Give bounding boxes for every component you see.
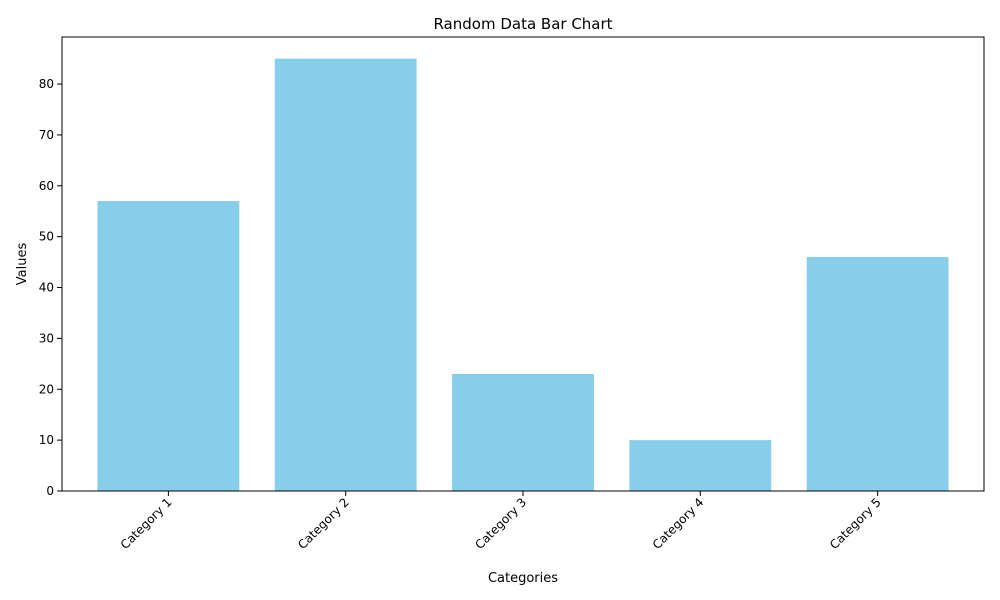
bar-1 <box>97 201 240 491</box>
bar-3 <box>452 374 594 491</box>
x-tick-label: Category 5 <box>827 495 884 552</box>
x-axis-ticks: Category 1 Category 2 Category 3 Category 4… <box>118 491 884 552</box>
x-tick-label: Category 1 <box>118 495 175 552</box>
y-tick-label: 70 <box>39 128 54 142</box>
y-tick-label: 50 <box>39 230 54 244</box>
bar-4 <box>629 440 772 491</box>
y-tick-label: 40 <box>39 281 54 295</box>
y-tick-label: 60 <box>39 179 54 193</box>
plot-frame <box>61 36 985 492</box>
x-tick-label: Category 3 <box>472 495 529 552</box>
x-tick-label: Category 4 <box>650 495 707 552</box>
bars-group <box>97 58 949 491</box>
x-axis-label: Categories <box>488 571 558 586</box>
bar-5 <box>806 257 949 491</box>
y-axis-label: Values <box>15 243 30 286</box>
chart-title: Random Data Bar Chart <box>433 15 612 33</box>
y-tick-label: 30 <box>39 331 54 345</box>
y-tick-label: 20 <box>39 382 54 396</box>
x-tick-label: Category 2 <box>295 495 352 552</box>
bar-2 <box>274 58 417 491</box>
y-tick-label: 0 <box>46 484 54 498</box>
y-tick-label: 80 <box>39 77 54 91</box>
y-axis-ticks: 0 10 20 30 40 50 60 70 80 <box>39 77 62 498</box>
y-tick-label: 10 <box>39 433 54 447</box>
